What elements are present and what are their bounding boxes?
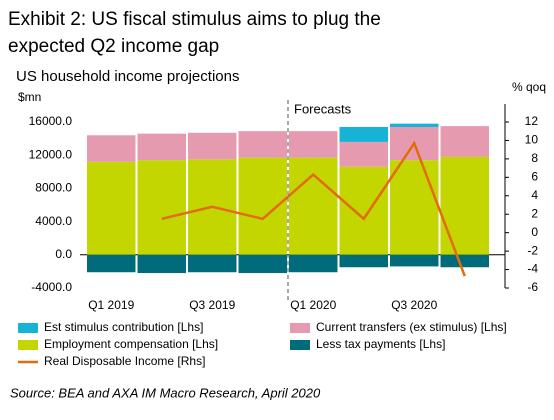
legend-label: Less tax payments [Lhs]	[316, 337, 445, 351]
bar	[289, 131, 338, 158]
y2-tick-label: 12	[525, 114, 539, 128]
source: Source: BEA and AXA IM Macro Research, A…	[10, 385, 321, 400]
y2-tick-label: 0	[531, 225, 538, 239]
y-tick-label: 8000.0	[35, 181, 72, 195]
chart-title: Exhibit 2: US fiscal stimulus aims to pl…	[8, 9, 381, 57]
bar	[390, 123, 439, 127]
bar	[238, 157, 287, 255]
bar	[137, 160, 186, 255]
bar	[238, 254, 287, 274]
bar	[339, 126, 388, 142]
y-tick-label: 4000.0	[35, 214, 72, 228]
y2-tick-label: -4	[527, 262, 538, 276]
y-tick-label: -4000.0	[31, 280, 72, 294]
bar	[390, 160, 439, 255]
y2-tick-label: 10	[525, 133, 539, 147]
bar	[188, 132, 237, 160]
bar	[339, 166, 388, 255]
y2-tick-label: 6	[531, 170, 538, 184]
y2-tick-label: -2	[527, 243, 538, 257]
y2-tick-label: 4	[531, 188, 538, 202]
legend-label: Employment compensation [Lhs]	[44, 337, 218, 351]
bar	[440, 156, 489, 255]
bar	[339, 141, 388, 167]
bar	[87, 135, 136, 162]
bar	[238, 131, 287, 158]
y2-tick-label: -6	[527, 280, 538, 294]
y2-tick-label: 8	[531, 151, 538, 165]
y2-tick-label: 2	[531, 206, 538, 220]
x-tick-label: Q3 2020	[391, 298, 437, 312]
bar	[440, 126, 489, 157]
bar	[390, 254, 439, 267]
bar	[339, 254, 388, 268]
bar	[87, 161, 136, 255]
x-tick-label: Q3 2019	[189, 298, 235, 312]
y-tick-label: 0.0	[55, 247, 72, 261]
legend-swatch	[290, 323, 310, 333]
bar	[440, 254, 489, 268]
y-tick-label: 16000.0	[29, 114, 73, 128]
legend-swatch	[18, 340, 38, 350]
chart-subtitle: US household income projections	[16, 68, 239, 85]
y-tick-label: 12000.0	[29, 147, 73, 161]
legend-label: Current transfers (ex stimulus) [Lhs]	[316, 320, 507, 334]
bar	[137, 133, 186, 161]
legend-swatch	[18, 323, 38, 333]
y-axis-label: $mn	[18, 90, 41, 104]
bar	[188, 254, 237, 273]
bar	[87, 254, 136, 273]
legend-label: Real Disposable Income [Rhs]	[44, 354, 205, 368]
line	[161, 140, 466, 277]
legend-swatch	[290, 340, 310, 350]
x-tick-label: Q1 2019	[88, 298, 134, 312]
annotation: Forecasts	[294, 101, 352, 116]
bar	[289, 254, 338, 273]
y2-axis-label: % qoq	[512, 80, 546, 94]
x-tick-label: Q1 2020	[290, 298, 336, 312]
bar	[137, 254, 186, 274]
legend-label: Est stimulus contribution [Lhs]	[44, 320, 203, 334]
bar	[289, 157, 338, 255]
